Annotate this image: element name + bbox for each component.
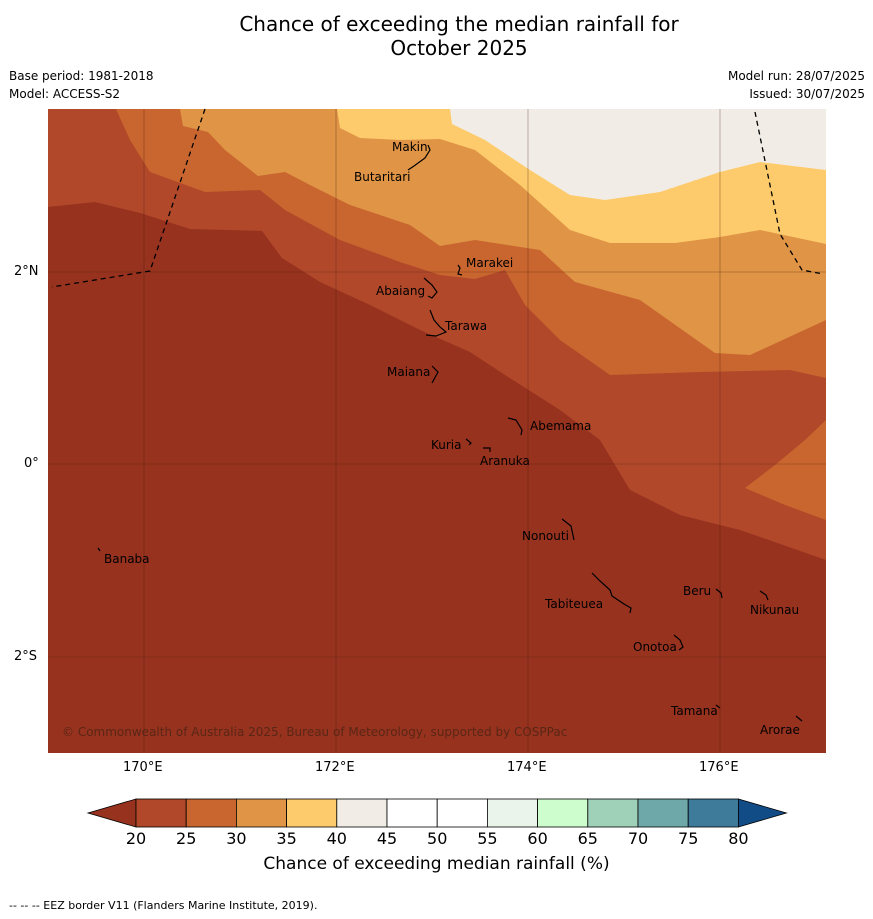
colorbar-label: Chance of exceeding median rainfall (%) <box>263 854 610 874</box>
label-abemama: Abemama <box>530 419 591 433</box>
colorbar-cell <box>386 798 438 828</box>
model-name: Model: ACCESS-S2 <box>9 87 121 101</box>
colorbar-cell <box>235 798 287 828</box>
lon-tick-170: 170°E <box>123 760 163 775</box>
colorbar-extend-high <box>738 798 788 828</box>
colorbar-tick-labels: 20 25 30 35 40 45 50 55 60 65 70 75 80 <box>126 829 749 848</box>
label-makin: Makin <box>392 140 428 154</box>
band-25-30-east <box>745 420 826 520</box>
colorbar-tick-label: 80 <box>728 829 748 848</box>
model-run: Model run: 28/07/2025 <box>727 69 865 83</box>
colorbar-cell <box>587 798 639 828</box>
issued-date: Issued: 30/07/2025 <box>749 87 865 101</box>
colorbar-tick-label: 20 <box>126 829 146 848</box>
eez-border <box>51 108 824 288</box>
colorbar-cell <box>486 798 538 828</box>
label-kuria: Kuria <box>431 438 462 452</box>
colorbar-cell <box>135 798 187 828</box>
label-onotoa: Onotoa <box>633 640 677 654</box>
colorbar-tick-label: 75 <box>678 829 698 848</box>
label-maiana: Maiana <box>387 365 430 379</box>
meta-right: Model run: 28/07/2025 Issued: 30/07/2025 <box>728 67 865 103</box>
map-area <box>48 109 873 753</box>
label-tamana: Tamana <box>670 704 718 718</box>
label-nonouti: Nonouti <box>522 529 569 543</box>
colorbar: 20 25 30 35 40 45 50 55 60 65 70 75 80 <box>86 798 788 848</box>
colorbar-cell <box>637 798 689 828</box>
colorbar-cell <box>687 798 739 828</box>
label-abaiang: Abaiang <box>376 284 425 298</box>
colorbar-tick-label: 70 <box>628 829 648 848</box>
copyright-notice: © Commonwealth of Australia 2025, Bureau… <box>62 725 567 739</box>
lon-tick-174: 174°E <box>507 760 547 775</box>
label-tabiteuea: Tabiteuea <box>544 597 603 611</box>
colorbar-tick-label: 40 <box>327 829 347 848</box>
label-marakei: Marakei <box>466 256 513 270</box>
lon-tick-176: 176°E <box>699 760 739 775</box>
eez-footnote: -- -- -- EEZ border V11 (Flanders Marine… <box>9 899 318 912</box>
top-right-gap <box>826 109 873 137</box>
colorbar-tick-label: 55 <box>477 829 497 848</box>
place-labels: Makin Butaritari Marakei Abaiang Tarawa … <box>104 140 800 737</box>
base-period: Base period: 1981-2018 <box>9 69 154 83</box>
colorbar-tick-label: 45 <box>377 829 397 848</box>
colorbar-tick-label: 35 <box>276 829 296 848</box>
label-butaritari: Butaritari <box>354 170 411 184</box>
colorbar-tick-label: 65 <box>578 829 598 848</box>
colorbar-tick-label: 60 <box>527 829 547 848</box>
map-title: Chance of exceeding the median rainfall … <box>0 12 873 60</box>
colorbar-cell <box>185 798 237 828</box>
colorbar-cells <box>135 798 788 828</box>
title-line-1: Chance of exceeding the median rainfall … <box>239 12 679 36</box>
lon-tick-172: 172°E <box>315 760 355 775</box>
colorbar-cell <box>537 798 589 828</box>
label-nikunau: Nikunau <box>750 603 799 617</box>
title-line-2: October 2025 <box>390 36 528 60</box>
band-40-45 <box>450 109 826 200</box>
colorbar-cell <box>436 798 488 828</box>
island-outlines <box>97 144 803 722</box>
colorbar-tick-label: 50 <box>427 829 447 848</box>
label-banaba: Banaba <box>104 552 150 566</box>
meta-left: Base period: 1981-2018 Model: ACCESS-S2 <box>9 67 154 103</box>
colorbar-cell <box>286 798 338 828</box>
label-aranuka: Aranuka <box>480 454 530 468</box>
colorbar-tick-label: 25 <box>176 829 196 848</box>
label-beru: Beru <box>683 584 711 598</box>
label-arorae: Arorae <box>760 723 800 737</box>
colorbar-tick-label: 30 <box>226 829 246 848</box>
label-tarawa: Tarawa <box>444 319 487 333</box>
lat-tick-2s: 2°S <box>14 649 38 664</box>
lat-tick-2n: 2°N <box>14 264 39 279</box>
lat-tick-0: 0° <box>24 456 39 471</box>
colorbar-cell <box>336 798 388 828</box>
gridlines <box>48 109 826 753</box>
colorbar-extend-low <box>86 798 137 828</box>
